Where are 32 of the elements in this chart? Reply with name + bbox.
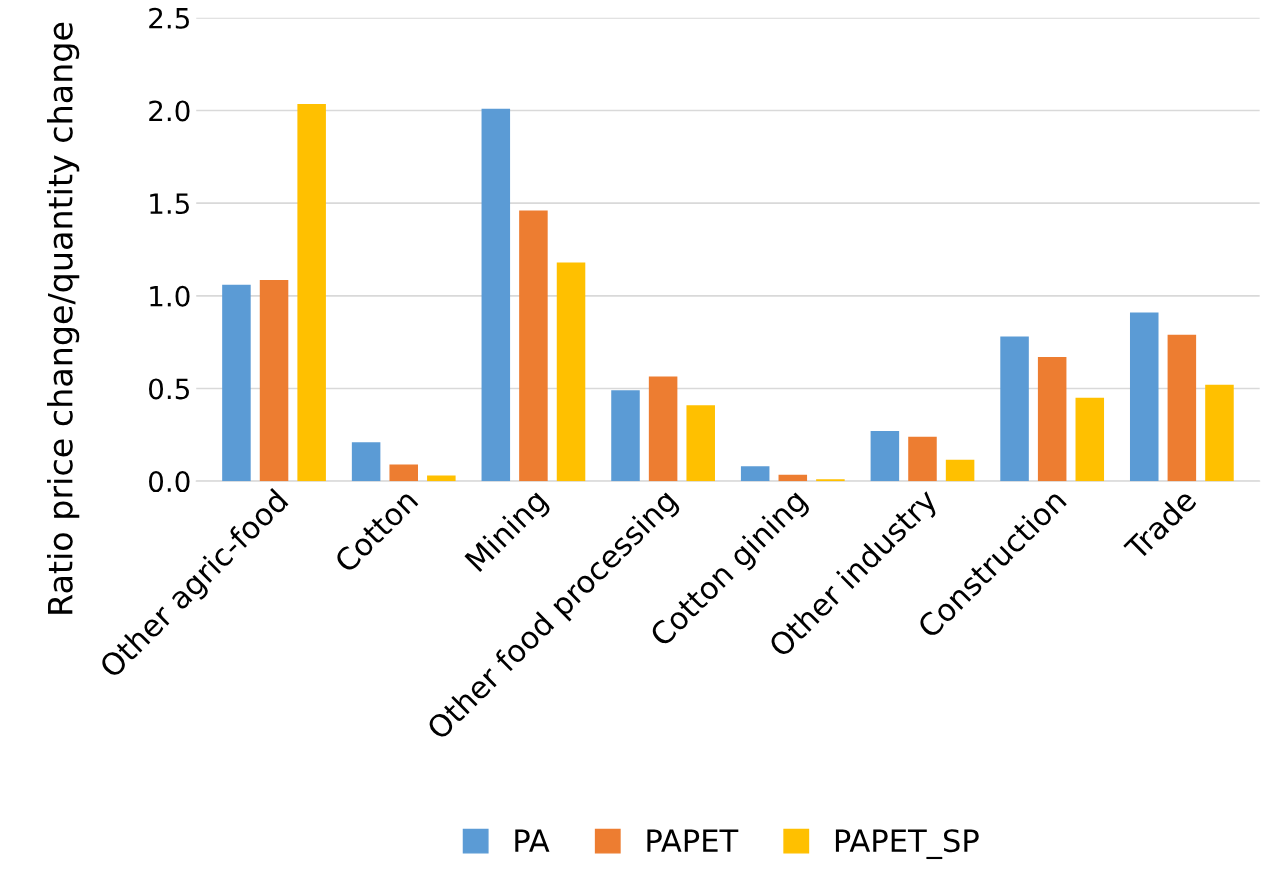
bar	[1167, 334, 1197, 482]
bar	[389, 464, 418, 482]
bar	[1037, 356, 1067, 482]
bar	[740, 466, 770, 482]
bar	[556, 262, 586, 482]
bar	[648, 376, 678, 482]
y-tick-label: 0.5	[149, 378, 189, 400]
y-tick-label: 1.5	[150, 193, 189, 215]
y-axis-title: Ratio price change/quantity change	[46, 22, 80, 614]
bar	[1205, 384, 1234, 482]
bar	[1000, 336, 1029, 482]
bar	[1075, 397, 1105, 482]
legend-label: PAPET	[647, 829, 739, 852]
bar	[908, 436, 937, 482]
bar	[519, 210, 548, 482]
bar	[778, 474, 808, 482]
legend-label: PAPET_SP	[835, 829, 979, 860]
bar	[297, 104, 326, 482]
bar	[259, 280, 289, 482]
bar	[611, 390, 640, 482]
bar	[351, 442, 381, 482]
y-tick-label: 2.0	[149, 100, 190, 122]
bar	[945, 459, 975, 482]
bar	[427, 475, 456, 482]
y-tick-label: 2.5	[149, 7, 189, 29]
legend-label: PA	[515, 829, 550, 852]
y-tick-label: 1.0	[150, 285, 190, 307]
bar	[222, 284, 251, 482]
bar	[870, 431, 900, 482]
bar	[481, 108, 511, 482]
bar	[1129, 312, 1159, 482]
bar	[686, 405, 715, 482]
